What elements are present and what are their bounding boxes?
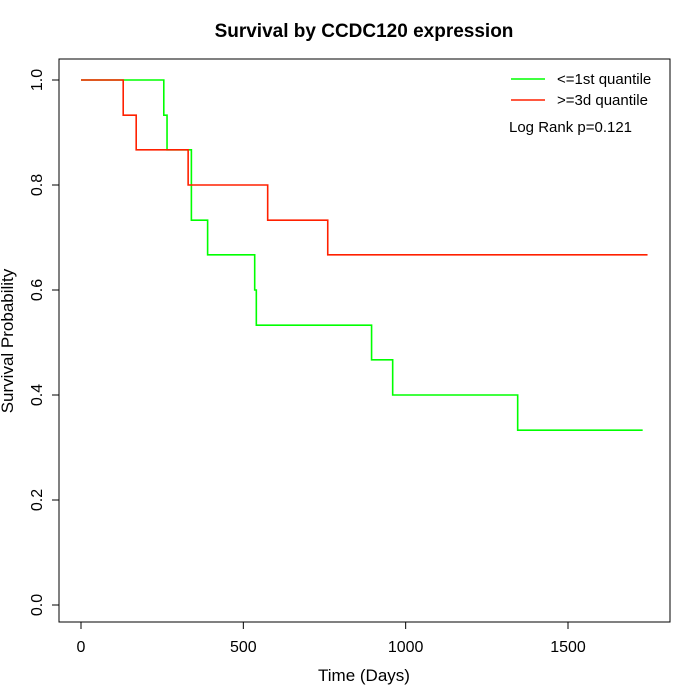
series-line-high-quantile <box>81 79 648 256</box>
x-tick-label: 500 <box>230 639 257 656</box>
y-tick-label: 0.0 <box>29 594 46 616</box>
y-tick-label: 0.4 <box>29 384 46 406</box>
legend: <=1st quantile >=3d quantile <box>511 71 651 109</box>
log-rank-annotation: Log Rank p=0.121 <box>509 119 632 136</box>
x-tick-label: 1500 <box>550 639 586 656</box>
legend-label: >=3d quantile <box>557 92 648 109</box>
series-line-low-quantile <box>81 79 643 431</box>
chart-title: Survival by CCDC120 expression <box>215 21 514 42</box>
y-tick-label: 0.6 <box>29 279 46 301</box>
x-tick-label: 1000 <box>388 639 424 656</box>
legend-label: <=1st quantile <box>557 71 651 88</box>
y-tick-label: 1.0 <box>29 69 46 91</box>
y-tick-label: 0.8 <box>29 174 46 196</box>
y-axis-label: Survival Probability <box>0 268 17 413</box>
x-axis-label: Time (Days) <box>318 666 410 685</box>
plot-frame <box>58 58 671 623</box>
y-tick-label: 0.2 <box>29 489 46 511</box>
x-tick-label: 0 <box>77 639 86 656</box>
